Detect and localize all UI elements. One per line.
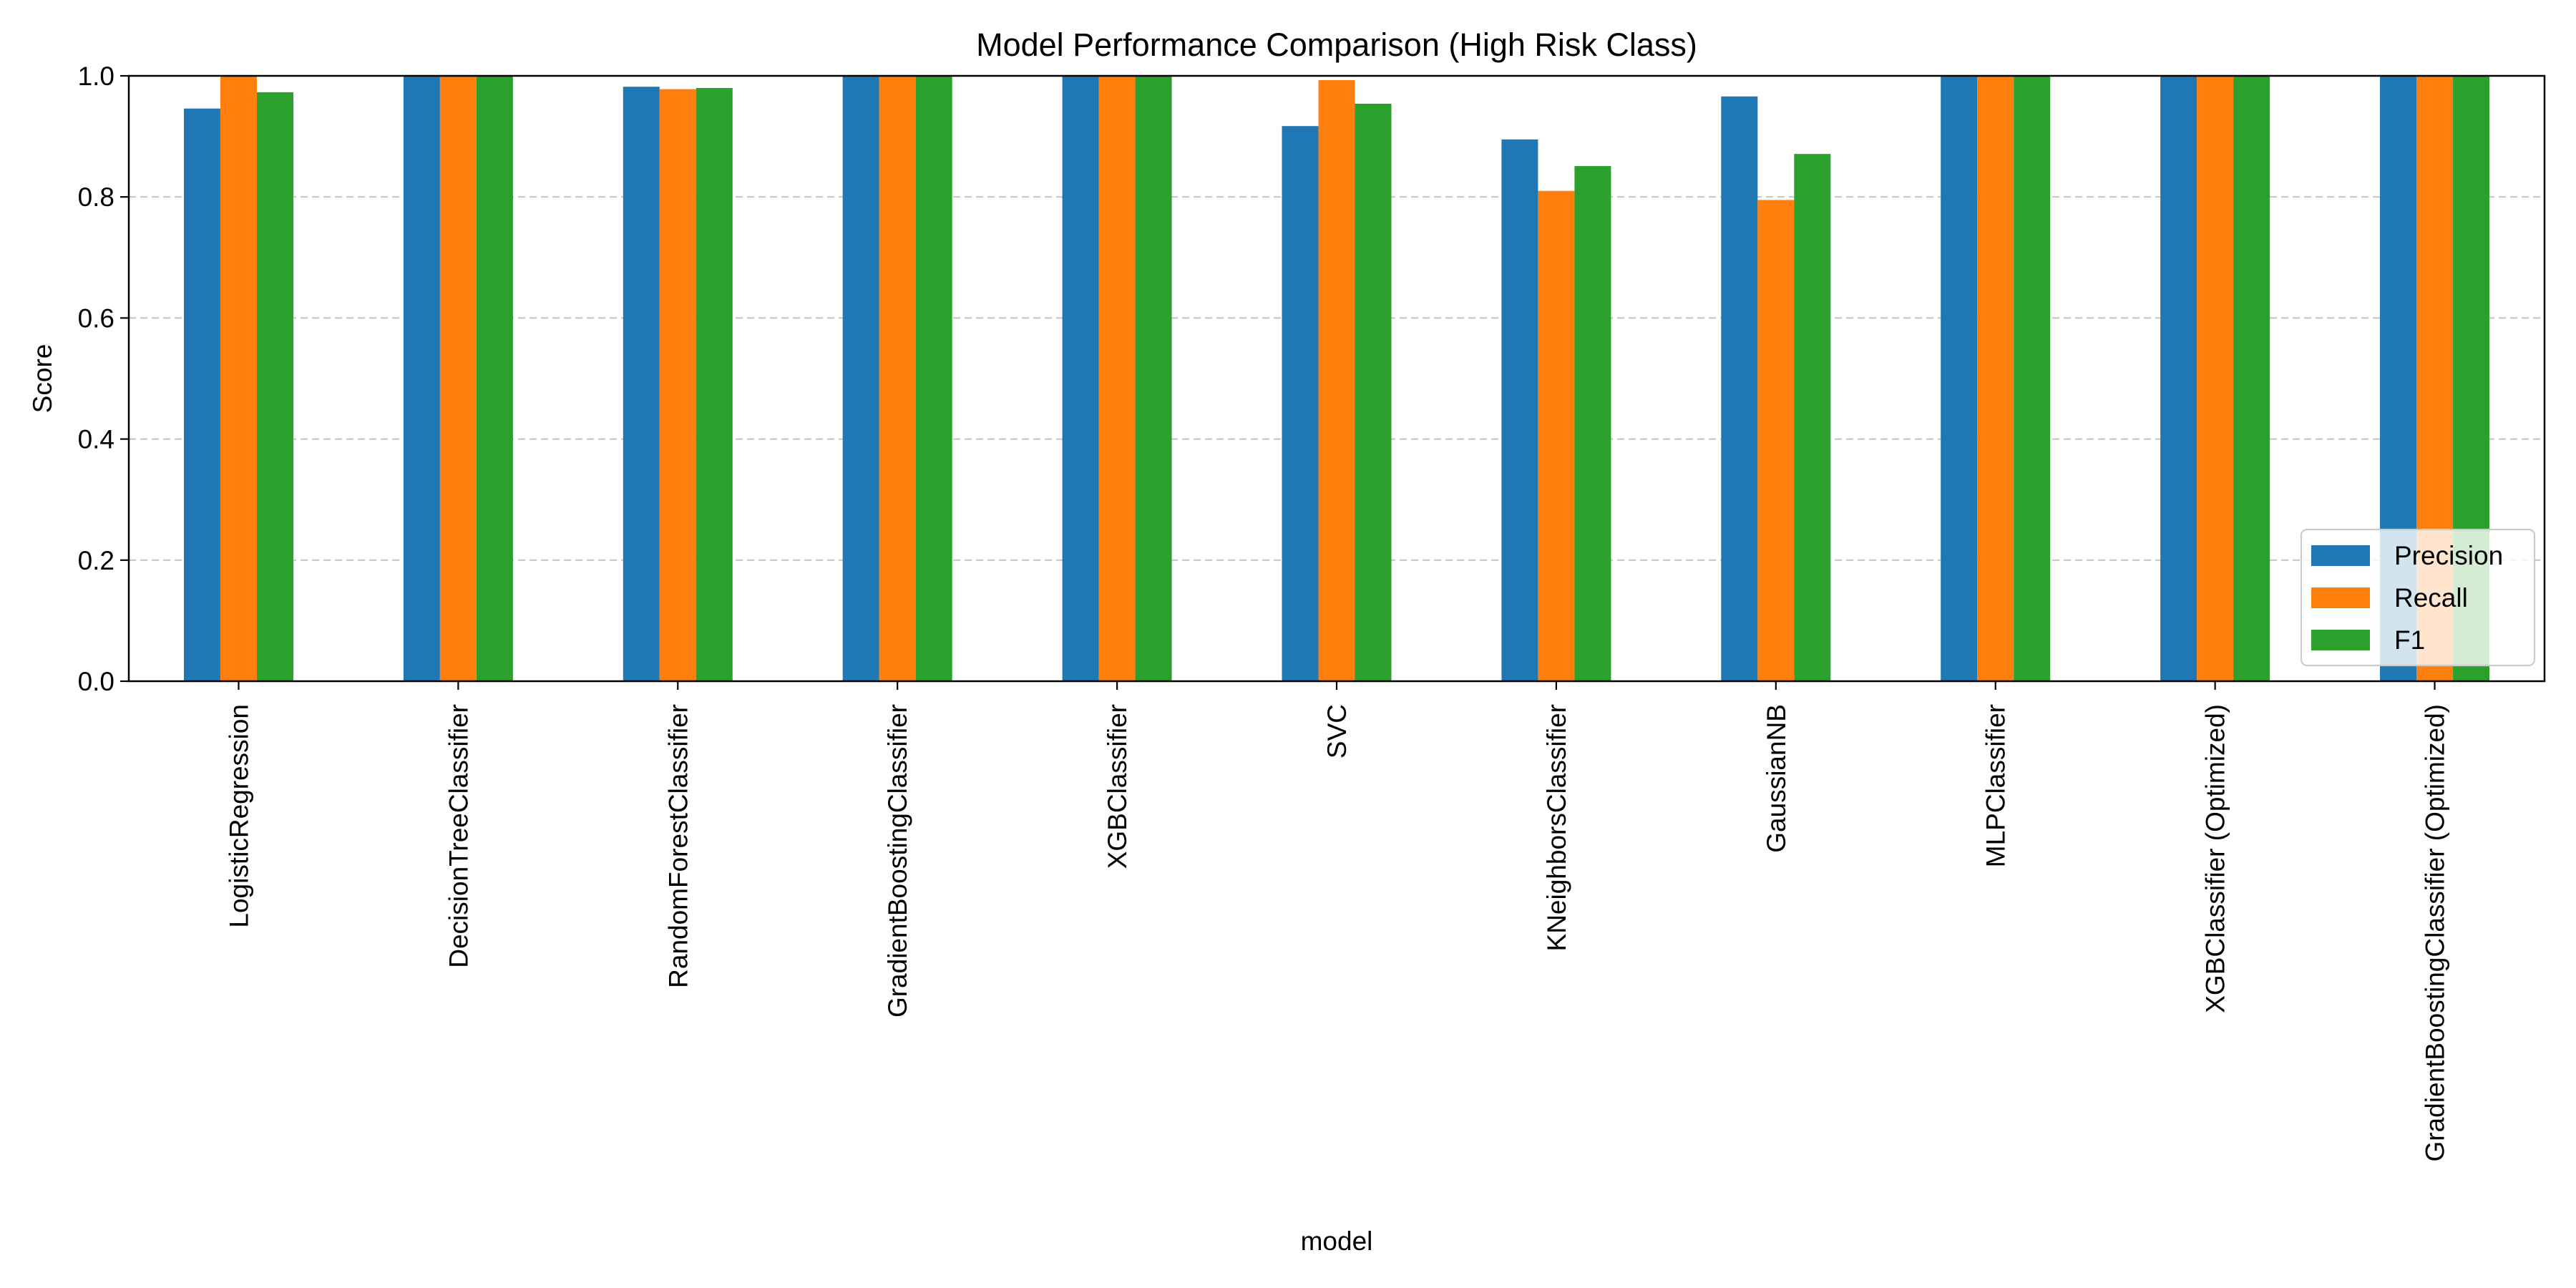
- legend-label-f1: F1: [2394, 625, 2425, 655]
- bar-precision-9: [2160, 76, 2197, 681]
- bar-precision-0: [183, 108, 220, 681]
- bar-recall-1: [439, 76, 477, 681]
- y-tick-label: 1.0: [78, 62, 114, 91]
- y-tick-label: 0.4: [78, 425, 114, 454]
- bar-f1-8: [2014, 76, 2051, 681]
- x-tick-label: XGBClassifier: [1103, 704, 1132, 869]
- legend-swatch-recall: [2311, 587, 2370, 608]
- x-axis-label: model: [1301, 1226, 1373, 1256]
- bar-f1-3: [915, 76, 952, 681]
- bar-precision-4: [1062, 76, 1099, 681]
- bar-precision-3: [842, 76, 879, 681]
- x-tick-label: DecisionTreeClassifier: [444, 704, 473, 968]
- chart-title: Model Performance Comparison (High Risk …: [976, 26, 1697, 63]
- bar-f1-6: [1574, 166, 1611, 681]
- x-tick-label: MLPClassifier: [1981, 704, 2011, 867]
- bars: [183, 76, 2490, 682]
- x-tick-label: GradientBoostingClassifier (Optimized): [2421, 704, 2450, 1162]
- legend-label-precision: Precision: [2394, 541, 2503, 570]
- bar-recall-4: [1098, 76, 1136, 681]
- y-tick-label: 0.6: [78, 303, 114, 333]
- legend-swatch-f1: [2311, 630, 2370, 650]
- y-axis: 0.0 0.2 0.4 0.6 0.8 1.0: [78, 62, 129, 696]
- x-tick-label: GaussianNB: [1762, 704, 1791, 853]
- x-tick-label: RandomForestClassifier: [663, 704, 693, 988]
- bar-f1-4: [1135, 76, 1172, 681]
- bar-precision-2: [623, 87, 660, 681]
- y-axis-label: Score: [28, 344, 57, 414]
- bar-precision-5: [1282, 126, 1319, 681]
- bar-f1-5: [1355, 103, 1392, 681]
- legend: Precision Recall F1: [2300, 528, 2536, 667]
- bar-f1-1: [476, 76, 513, 681]
- bar-precision-7: [1721, 96, 1758, 681]
- x-tick-label: XGBClassifier (Optimized): [2201, 704, 2230, 1013]
- x-axis: LogisticRegression DecisionTreeClassifier…: [224, 681, 2450, 1162]
- legend-swatch-precision: [2311, 545, 2370, 566]
- x-tick-label: SVC: [1322, 704, 1352, 758]
- bar-recall-7: [1757, 200, 1795, 681]
- bar-recall-8: [1977, 76, 2014, 681]
- bar-recall-2: [659, 89, 696, 681]
- bar-precision-8: [1941, 76, 1978, 681]
- y-tick-label: 0.8: [78, 182, 114, 212]
- legend-label-recall: Recall: [2394, 583, 2468, 613]
- bar-recall-6: [1538, 190, 1575, 681]
- y-tick-label: 0.2: [78, 546, 114, 575]
- bar-recall-3: [879, 76, 916, 681]
- bar-precision-6: [1501, 139, 1538, 681]
- x-tick-label: GradientBoostingClassifier: [883, 704, 912, 1018]
- bar-recall-0: [220, 76, 257, 681]
- bar-f1-9: [2233, 76, 2270, 681]
- y-tick-label: 0.0: [78, 667, 114, 696]
- bar-precision-1: [403, 76, 440, 681]
- bar-f1-0: [256, 92, 293, 682]
- x-tick-label: LogisticRegression: [224, 704, 253, 928]
- bar-f1-7: [1794, 154, 1831, 681]
- x-tick-label: KNeighborsClassifier: [1542, 704, 1571, 951]
- bar-f1-2: [696, 87, 733, 682]
- bar-recall-9: [2197, 76, 2234, 681]
- bar-recall-5: [1318, 79, 1355, 681]
